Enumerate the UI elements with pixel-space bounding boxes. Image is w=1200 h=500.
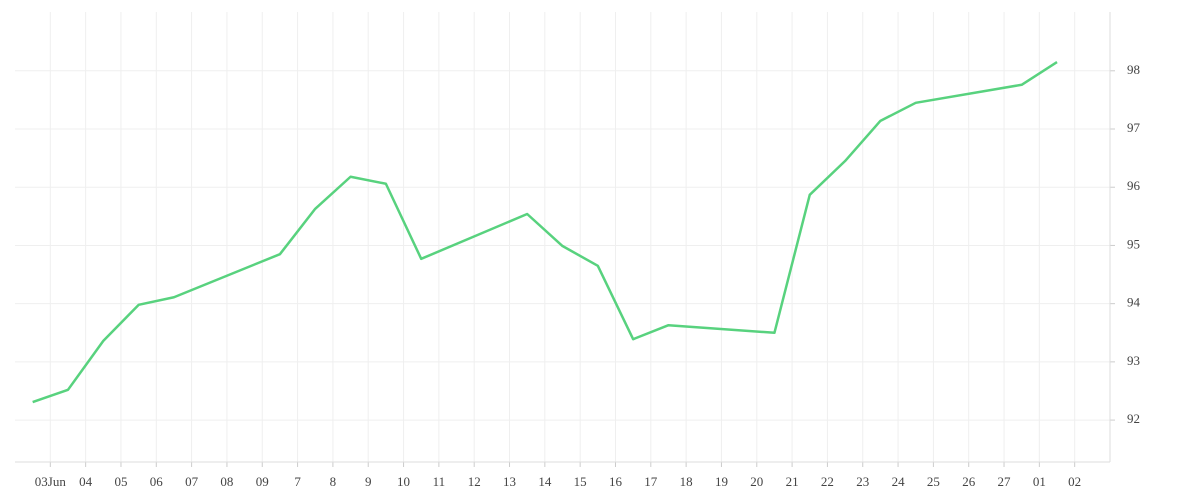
y-tick-label: 96	[1127, 178, 1141, 193]
x-tick-label: 04	[79, 474, 93, 489]
y-tick-label: 97	[1127, 120, 1141, 135]
y-tick-label: 92	[1127, 411, 1140, 426]
x-tick-label: 21	[786, 474, 799, 489]
x-tick-label: 10	[397, 474, 410, 489]
x-tick-label: 01	[1033, 474, 1046, 489]
x-tick-label: 27	[998, 474, 1012, 489]
x-tick-label: 14	[538, 474, 552, 489]
x-tick-label: 26	[962, 474, 976, 489]
y-tick-label: 94	[1127, 295, 1141, 310]
x-tick-label: 11	[433, 474, 446, 489]
x-tick-label: 02	[1068, 474, 1081, 489]
x-tick-label: 09	[256, 474, 269, 489]
x-tick-label: 22	[821, 474, 834, 489]
x-tick-label: 7	[294, 474, 301, 489]
y-tick-label: 93	[1127, 353, 1140, 368]
x-tick-label: 13	[503, 474, 516, 489]
x-tick-label: 08	[220, 474, 233, 489]
x-tick-label: 12	[468, 474, 481, 489]
x-tick-label: 8	[330, 474, 337, 489]
x-tick-label: 9	[365, 474, 372, 489]
x-tick-label: 19	[715, 474, 728, 489]
data-line	[32, 61, 1058, 404]
x-tick-label: 07	[185, 474, 199, 489]
x-tick-label: 03Jun	[35, 474, 67, 489]
y-tick-label: 98	[1127, 62, 1140, 77]
x-tick-label: 23	[856, 474, 869, 489]
x-tick-label: 06	[150, 474, 164, 489]
x-tick-label: 25	[927, 474, 940, 489]
x-tick-label: 20	[750, 474, 763, 489]
x-tick-label: 17	[644, 474, 658, 489]
y-tick-label: 95	[1127, 236, 1140, 251]
x-tick-label: 16	[609, 474, 623, 489]
x-tick-label: 24	[892, 474, 906, 489]
x-tick-label: 05	[114, 474, 127, 489]
x-tick-label: 15	[574, 474, 587, 489]
x-tick-label: 18	[680, 474, 693, 489]
